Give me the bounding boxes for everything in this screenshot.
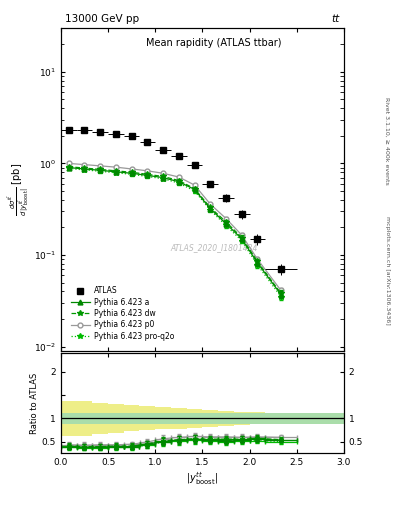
Y-axis label: Ratio to ATLAS: Ratio to ATLAS [30,373,39,434]
Text: Mean rapidity (ATLAS ttbar): Mean rapidity (ATLAS ttbar) [146,38,281,48]
Text: Rivet 3.1.10, ≥ 400k events: Rivet 3.1.10, ≥ 400k events [385,97,389,185]
Legend: ATLAS, Pythia 6.423 a, Pythia 6.423 dw, Pythia 6.423 p0, Pythia 6.423 pro-q2o: ATLAS, Pythia 6.423 a, Pythia 6.423 dw, … [68,284,177,344]
Text: ATLAS_2020_I1801434: ATLAS_2020_I1801434 [170,243,257,252]
Text: mcplots.cern.ch [arXiv:1306.3436]: mcplots.cern.ch [arXiv:1306.3436] [385,216,389,325]
Y-axis label: $\frac{d\sigma^{t\bar{t}}}{d\,|y^{t\bar{t}}_\mathrm{boost}|}$ [pb]: $\frac{d\sigma^{t\bar{t}}}{d\,|y^{t\bar{… [6,163,31,216]
Text: 13000 GeV pp: 13000 GeV pp [65,14,139,24]
X-axis label: $|y^{tt}_\mathrm{boost}|$: $|y^{tt}_\mathrm{boost}|$ [186,470,219,486]
Text: tt: tt [332,14,340,24]
